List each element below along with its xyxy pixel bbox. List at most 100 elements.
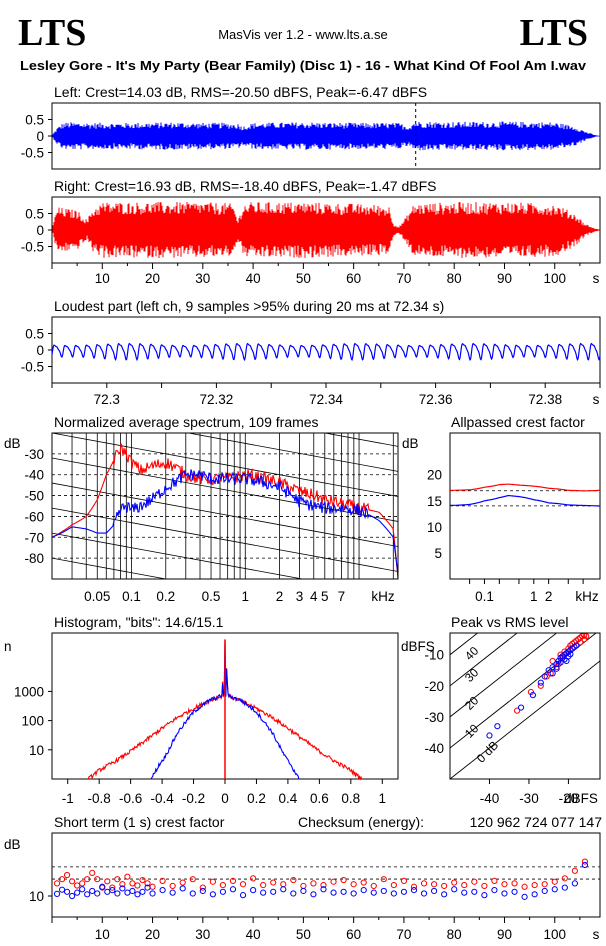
loudest-part-chart: Loudest part (left ch, 9 samples >95% du… [21, 298, 601, 407]
x-tick-label: 70 [396, 271, 411, 286]
left-crest-point [189, 890, 196, 897]
right-crest-point [239, 881, 247, 888]
x-unit-label: s [593, 392, 600, 407]
left-crest-point [380, 887, 387, 895]
left-crest-point [441, 891, 448, 898]
y-tick-label: 1000 [14, 684, 44, 699]
x-unit-label: kHz [371, 589, 394, 604]
checksum-value: 120 962 724 077 147 [470, 814, 603, 830]
x-tick-label: 0.05 [84, 589, 110, 604]
right-crest-point [219, 881, 227, 889]
right-crest-point [199, 884, 206, 891]
left-peak-rms-point [557, 659, 564, 666]
x-tick-label: 0.6 [310, 791, 329, 806]
y-axis-label: dB [4, 837, 21, 852]
waveform-trace [52, 121, 600, 151]
x-tick-label: 72.34 [309, 392, 343, 407]
x-tick-label: 20 [145, 927, 160, 942]
waveform-trace [52, 202, 600, 258]
left-crest-point [280, 886, 287, 893]
left-peak-rms-point [545, 667, 552, 674]
diagonal-label: 30 [462, 665, 482, 685]
x-tick-label: 2 [545, 589, 553, 604]
left-crest-point [149, 890, 156, 897]
x-tick-label: 60 [346, 271, 361, 286]
y-tick-label: 0 [36, 223, 44, 238]
right-spectrum-line [52, 443, 398, 579]
x-tick-label: 70 [396, 927, 411, 942]
right-peak-rms-point [543, 673, 550, 680]
crest-diagonal [450, 633, 558, 718]
slope-gridline [52, 507, 398, 572]
left-peak-rms-point [541, 673, 548, 680]
right-crest-point [451, 879, 458, 886]
y-tick-label: 0.5 [25, 207, 44, 222]
left-crest-point [290, 890, 297, 897]
left-peak-rms-point [517, 704, 525, 711]
x-unit-label: s [593, 927, 600, 942]
left-crest-point [104, 888, 111, 895]
right-crest-point [571, 867, 578, 874]
left-crest-point [260, 889, 267, 896]
right-crest-point [290, 876, 297, 884]
right-crest-point [310, 880, 317, 887]
x-tick-label: 50 [296, 271, 311, 286]
right-crest-point [300, 882, 307, 890]
panel-title: Histogram, "bits": 14.6/15.1 [54, 614, 224, 630]
left-crest-point [124, 889, 131, 896]
y-tick-label: 15 [427, 494, 442, 509]
spectrum-chart: Normalized average spectrum, 109 frames d… [4, 414, 399, 604]
left-crest-point [209, 891, 216, 898]
left-peak-rms-point [553, 660, 560, 668]
right-crest-point [400, 877, 408, 884]
left-crest-point [491, 887, 498, 894]
right-peak-rms-point [549, 657, 556, 665]
right-crest-point [471, 878, 478, 885]
left-crest-point [370, 889, 377, 896]
left-crest-point [114, 890, 121, 897]
x-tick-label: 1 [242, 589, 250, 604]
right-crest-point [360, 879, 367, 886]
left-waveform-chart: Left: Crest=14.03 dB, RMS=-20.50 dBFS, P… [21, 84, 601, 170]
right-crest-point [521, 883, 528, 890]
x-tick-label: 5 [321, 589, 329, 604]
x-tick-label: 0 [221, 791, 229, 806]
left-peak-rms-point [494, 723, 501, 730]
right-crest-point [561, 875, 568, 882]
left-crest-point [541, 887, 548, 895]
x-tick-label: 90 [497, 927, 512, 942]
left-crest-point [53, 890, 61, 898]
y-tick-label: -10 [424, 648, 444, 663]
right-crest-point [441, 882, 448, 890]
x-tick-label: 100 [543, 927, 566, 942]
left-crest-point [410, 887, 418, 894]
left-crest-point [330, 889, 337, 896]
app-title: MasVis ver 1.2 - www.lts.a.se [218, 27, 388, 42]
x-unit-label: kHz [575, 589, 598, 604]
panel-title: Short term (1 s) crest factor [54, 814, 225, 830]
right-crest-point [461, 881, 468, 889]
crest-diagonal [450, 660, 600, 779]
right-crest-point [114, 876, 121, 883]
right-crest-point [94, 876, 101, 883]
right-crest-point [390, 881, 397, 889]
y-tick-label: -60 [24, 509, 44, 524]
right-peak-rms-point [527, 688, 535, 696]
right-crest-point [350, 881, 357, 888]
right-crest-point [119, 881, 126, 888]
right-crest-point [139, 876, 146, 884]
logo-left: LTS [18, 12, 86, 54]
left-peak-rms-point [537, 679, 544, 686]
left-crest-point [84, 891, 91, 898]
loudest-trace [51, 342, 601, 362]
right-peak-rms-point [581, 636, 588, 643]
left-crest-point [74, 889, 81, 896]
slope-gridline [52, 482, 398, 547]
y-tick-label: -0.5 [21, 360, 44, 375]
diagonal-label: 20 [462, 693, 482, 713]
left-crest-point [199, 887, 206, 895]
left-spectrum-line [52, 469, 398, 575]
x-tick-label: 40 [246, 927, 261, 942]
